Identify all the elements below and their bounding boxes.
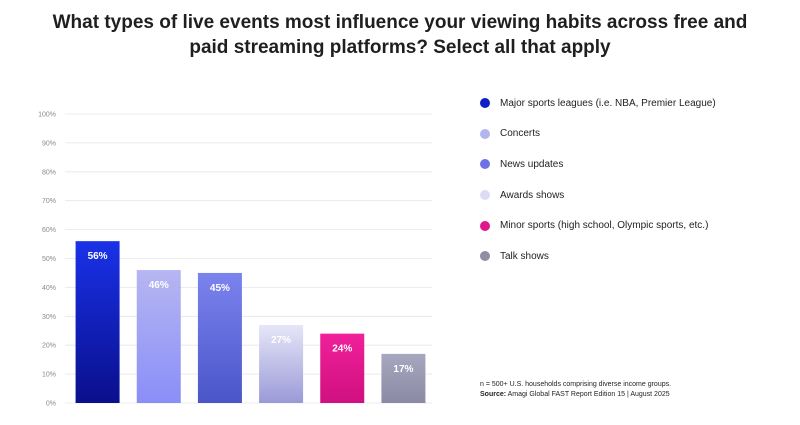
bar [136, 270, 181, 403]
y-tick-label: 50% [42, 256, 56, 263]
chart-footnote: n = 500+ U.S. households comprising dive… [480, 380, 671, 400]
bar [75, 241, 120, 403]
legend-item: Talk shows [480, 241, 780, 272]
legend-label: Minor sports (high school, Olympic sport… [500, 220, 709, 232]
bar [320, 333, 365, 403]
y-tick-label: 20% [42, 343, 56, 350]
y-tick-label: 100% [38, 112, 56, 119]
legend-item: Awards shows [480, 180, 780, 211]
y-tick-label: 30% [42, 314, 56, 321]
source-text: Amagi Global FAST Report Edition 15 | Au… [507, 391, 670, 398]
bar-value-label: 17% [393, 364, 413, 375]
y-tick-label: 10% [42, 372, 56, 379]
bar-value-label: 56% [88, 251, 108, 262]
y-tick-label: 70% [42, 198, 56, 205]
source-note: Source: Amagi Global FAST Report Edition… [480, 390, 671, 400]
legend-swatch [480, 159, 490, 170]
bar-value-label: 46% [149, 280, 169, 291]
sample-note: n = 500+ U.S. households comprising dive… [480, 381, 672, 388]
y-tick-label: 80% [42, 169, 56, 176]
legend-label: Awards shows [500, 189, 565, 201]
y-tick-label: 40% [42, 285, 56, 292]
legend-item: Minor sports (high school, Olympic sport… [480, 210, 780, 241]
y-tick-label: 90% [42, 140, 56, 147]
bar-value-label: 45% [210, 283, 230, 294]
legend-item: News updates [480, 149, 780, 180]
y-tick-label: 0% [46, 401, 56, 408]
legend-label: Major sports leagues (i.e. NBA, Premier … [500, 97, 716, 109]
legend-swatch [480, 190, 490, 201]
bar [197, 272, 242, 403]
legend-label: Talk shows [500, 250, 549, 262]
source-label: Source: [480, 391, 507, 398]
bar-value-label: 24% [332, 344, 352, 355]
legend-item: Concerts [480, 119, 780, 150]
y-tick-label: 60% [42, 227, 56, 234]
legend-swatch [480, 128, 490, 139]
legend-label: News updates [500, 158, 564, 170]
legend-swatch [480, 220, 490, 231]
legend-label: Concerts [500, 128, 541, 140]
legend-swatch [480, 251, 490, 262]
bar-value-label: 27% [271, 335, 291, 346]
legend-item: Major sports leagues (i.e. NBA, Premier … [480, 88, 780, 119]
bar [259, 324, 304, 403]
bar [381, 353, 426, 403]
legend-swatch [480, 98, 490, 109]
chart-legend: Major sports leagues (i.e. NBA, Premier … [480, 88, 780, 272]
chart-title: What types of live events most influence… [52, 12, 748, 58]
